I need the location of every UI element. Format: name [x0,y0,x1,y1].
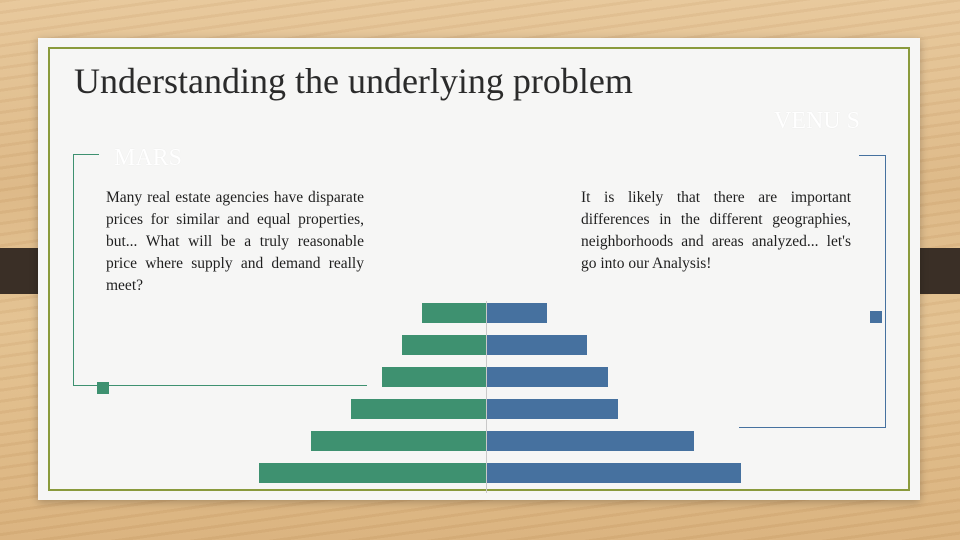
pyramid-bar-right-6 [487,463,741,483]
blue-square-marker [870,311,882,323]
left-bracket [73,154,367,386]
pyramid-bar-right-3 [487,367,608,387]
pyramid-axis [486,301,487,493]
pyramid-bar-left-6 [259,463,486,483]
pyramid-bar-left-3 [382,367,486,387]
right-heading: VENU S [773,108,860,134]
left-paragraph: Many real estate agencies have disparate… [106,189,364,294]
slide-canvas: Understanding the underlying problem MAR… [38,38,920,500]
pyramid-bar-right-4 [487,399,618,419]
green-square-marker [97,382,109,394]
right-bracket-top [859,155,885,156]
right-bracket [739,155,886,428]
pyramid-bar-left-1 [422,303,486,323]
pyramid-bar-left-4 [351,399,486,419]
pyramid-bar-right-1 [487,303,547,323]
pyramid-bar-left-2 [402,335,486,355]
slide-title: Understanding the underlying problem [74,61,633,101]
pyramid-bar-right-2 [487,335,587,355]
left-heading: MARS [114,145,183,171]
slide-frame [48,47,910,491]
left-bracket-top [73,154,99,155]
right-paragraph: It is likely that there are important di… [581,189,851,272]
pyramid-bar-left-5 [311,431,486,451]
pyramid-bar-right-5 [487,431,694,451]
